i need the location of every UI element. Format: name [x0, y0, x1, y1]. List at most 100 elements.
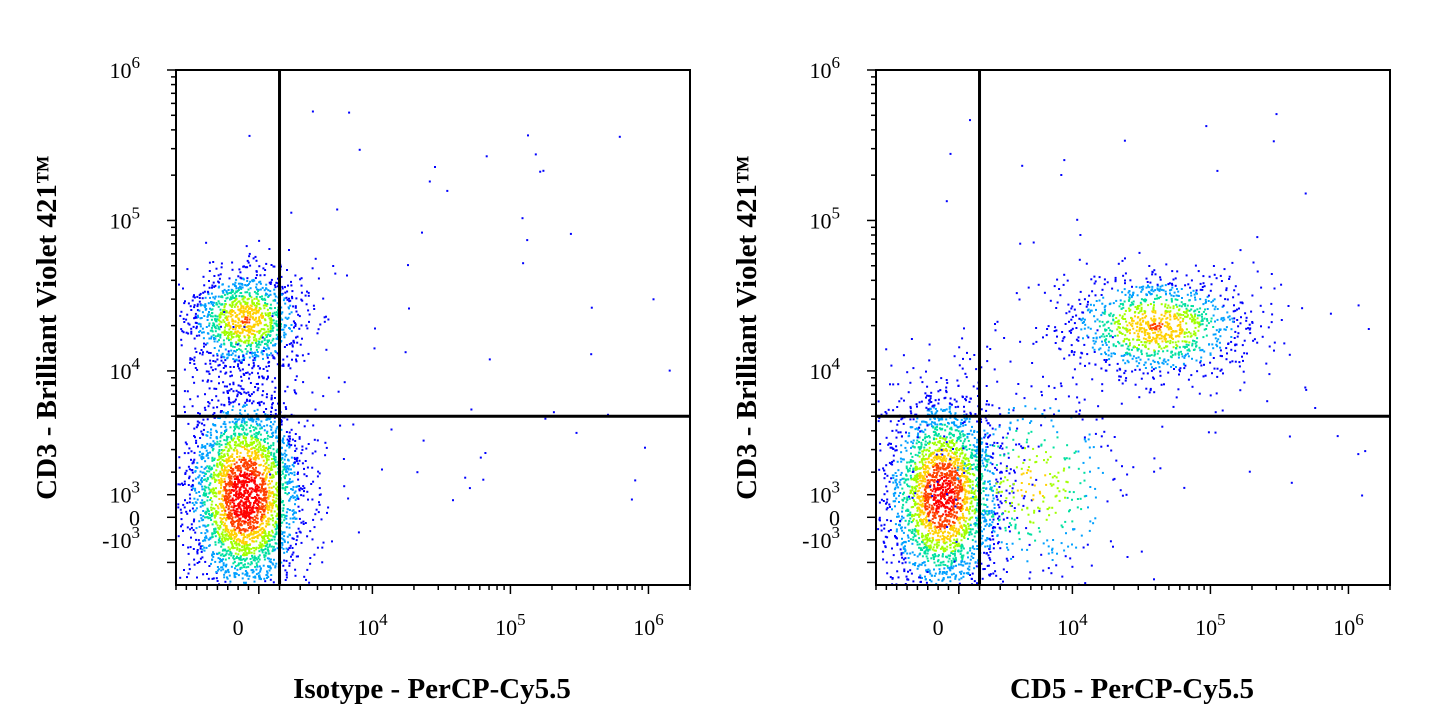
density-dot [215, 511, 218, 514]
density-dot [1120, 307, 1123, 310]
density-dot [183, 390, 186, 393]
density-dot [259, 288, 262, 291]
density-dot [210, 468, 212, 471]
density-dot [264, 580, 267, 583]
density-dot [1228, 275, 1231, 278]
density-dot [292, 486, 295, 488]
density-dot [189, 509, 191, 512]
density-dot [235, 572, 238, 575]
density-dot [250, 438, 253, 441]
density-dot [230, 334, 233, 337]
density-dot [291, 345, 294, 348]
density-dot [1127, 299, 1130, 302]
density-dot [293, 326, 295, 329]
density-dot [270, 394, 273, 397]
density-dot [1126, 328, 1129, 331]
density-dot [218, 552, 221, 555]
density-dot [253, 279, 256, 282]
density-dot [1045, 334, 1048, 337]
density-dot [204, 536, 206, 539]
density-dot [263, 274, 266, 277]
y-tick-label: 0 [129, 505, 140, 530]
density-dot [269, 447, 272, 450]
density-dot [264, 447, 267, 450]
density-dot [245, 421, 248, 424]
density-dot [237, 522, 240, 525]
density-dot [261, 485, 263, 488]
density-dot [269, 330, 272, 332]
density-dot [220, 455, 223, 458]
density-dot [249, 520, 252, 523]
outlier-dot [358, 148, 361, 151]
density-dot [209, 352, 212, 354]
density-dot [254, 565, 257, 568]
density-dot [285, 511, 288, 514]
density-dot [273, 288, 276, 291]
density-dot [238, 433, 241, 436]
density-dot [250, 531, 253, 534]
density-dot [213, 324, 216, 327]
density-dot [1015, 292, 1018, 295]
density-dot [250, 561, 253, 564]
density-dot [217, 319, 220, 322]
density-dot [220, 519, 223, 522]
density-dot [245, 310, 248, 313]
density-dot [255, 548, 258, 551]
density-dot [199, 501, 202, 504]
density-dot [249, 287, 252, 290]
density-dot [306, 535, 309, 538]
density-dot [215, 443, 218, 446]
density-dot [255, 286, 258, 289]
density-dot [238, 418, 241, 421]
density-dot [215, 431, 218, 434]
density-dot [265, 314, 267, 317]
density-dot [209, 329, 212, 332]
density-dot [239, 292, 242, 294]
density-dot [227, 350, 230, 353]
density-dot [1109, 329, 1112, 332]
density-dot [237, 464, 240, 467]
density-dot [1174, 277, 1177, 280]
density-dot [218, 452, 221, 455]
density-dot [1163, 346, 1166, 349]
density-dot [225, 318, 228, 321]
density-dot [249, 314, 252, 317]
density-dot [220, 452, 223, 455]
density-dot [193, 510, 195, 513]
density-dot [252, 524, 255, 527]
density-dot [272, 453, 275, 456]
density-dot [243, 265, 245, 268]
density-dot [233, 305, 236, 308]
density-dot [268, 281, 271, 284]
density-dot [1230, 348, 1233, 351]
density-dot [287, 363, 290, 366]
density-dot [1203, 285, 1206, 288]
density-dot [1137, 332, 1140, 335]
density-dot [239, 556, 242, 559]
density-dot [221, 481, 224, 484]
density-dot [1088, 362, 1091, 365]
density-dot [332, 265, 335, 267]
density-dot [210, 506, 213, 509]
density-dot [205, 326, 208, 328]
density-dot [274, 429, 277, 432]
density-dot [188, 323, 191, 326]
density-dot [180, 338, 183, 341]
density-dot [219, 457, 222, 460]
density-dot [224, 517, 227, 520]
density-dot [1149, 281, 1152, 284]
density-dot [260, 546, 263, 549]
density-dot [268, 538, 271, 541]
density-dot [317, 277, 320, 280]
density-dot [266, 454, 269, 457]
density-dot [300, 277, 303, 280]
density-dot [265, 447, 268, 449]
density-dot [185, 443, 188, 446]
density-dot [1216, 340, 1219, 343]
density-dot [267, 470, 270, 473]
density-dot [207, 332, 210, 335]
density-dot [220, 545, 223, 548]
density-dot [319, 323, 322, 326]
density-dot [214, 368, 217, 371]
density-dot [267, 511, 269, 514]
